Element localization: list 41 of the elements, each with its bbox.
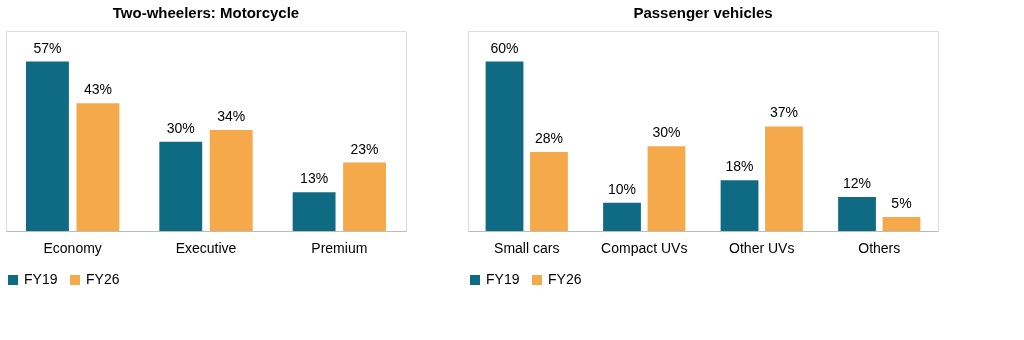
chart-title: Passenger vehicles (633, 4, 773, 21)
bar (209, 129, 253, 231)
data-label: 30% (652, 124, 681, 141)
bar (343, 162, 386, 231)
data-label: 23% (350, 140, 379, 157)
bar (530, 151, 568, 231)
legend-label: FY19 (24, 271, 58, 287)
x-tick-label: Other UVs (729, 239, 795, 256)
bar (603, 202, 641, 231)
bar (647, 146, 686, 231)
data-label: 13% (300, 170, 329, 187)
data-label: 12% (843, 175, 872, 192)
bar (882, 216, 921, 231)
x-tick-label: Others (858, 239, 901, 256)
data-label: 5% (891, 194, 912, 211)
data-label: 10% (608, 180, 637, 197)
bar (838, 197, 876, 231)
legend-label: FY26 (548, 271, 582, 287)
x-tick-label: Economy (43, 239, 102, 256)
bar (76, 103, 120, 231)
x-tick-label: Premium (311, 239, 368, 256)
bar (159, 141, 203, 231)
x-tick-label: Executive (175, 239, 237, 256)
bar (26, 61, 69, 231)
x-tick-label: Small cars (494, 239, 560, 256)
bar (765, 126, 803, 231)
bar (720, 180, 759, 231)
data-label: 34% (217, 107, 246, 124)
data-label: 28% (534, 129, 563, 146)
x-tick-label: Compact UVs (601, 239, 688, 256)
legend-label: FY19 (486, 271, 520, 287)
data-label: 43% (83, 81, 112, 98)
chart-title: Two-wheelers: Motorcycle (112, 4, 300, 21)
bar (485, 61, 524, 231)
data-label: 60% (490, 39, 519, 56)
data-label: 30% (166, 119, 195, 136)
bar (292, 192, 336, 231)
data-label: 57% (33, 39, 62, 56)
legend-label: FY26 (86, 271, 120, 287)
data-label: 18% (725, 158, 754, 175)
data-label: 37% (769, 104, 798, 121)
